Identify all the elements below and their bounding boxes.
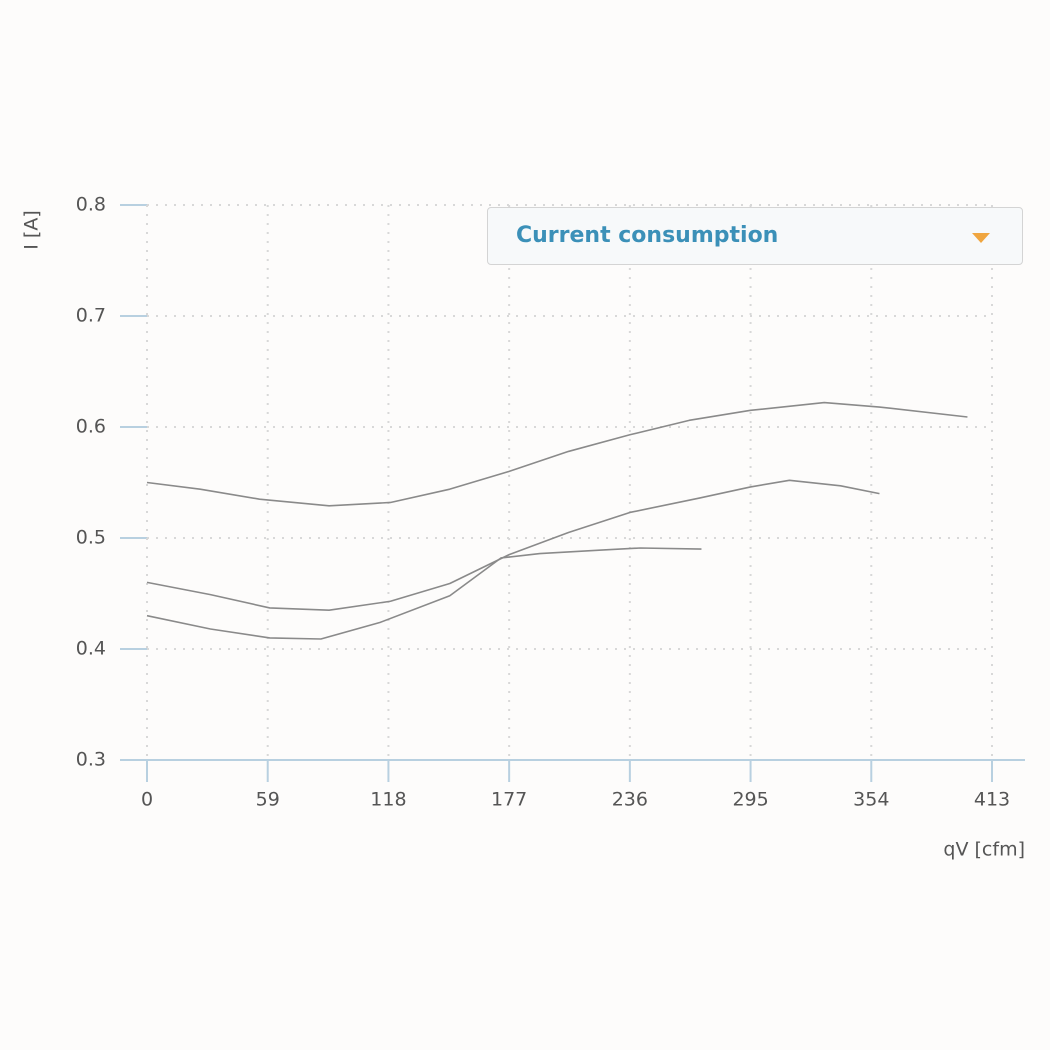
y-axis-label: I [A]	[21, 210, 43, 249]
y-tick-label: 0.6	[76, 416, 106, 438]
x-tick-label: 59	[256, 789, 280, 811]
x-tick-label: 236	[612, 789, 648, 811]
x-tick-label: 354	[853, 789, 889, 811]
series-line	[146, 547, 702, 640]
x-tick-label: 0	[141, 789, 153, 811]
x-tick-label: 177	[491, 789, 527, 811]
y-tick-label: 0.3	[76, 749, 106, 771]
x-tick-label: 413	[974, 789, 1010, 811]
y-tick-label: 0.4	[76, 638, 106, 660]
y-tick-label: 0.7	[76, 305, 106, 327]
x-axis-label: qV [cfm]	[943, 839, 1025, 861]
dropdown-arrow	[972, 233, 990, 243]
dropdown-label: Current consumption	[516, 223, 779, 248]
x-tick-label: 118	[370, 789, 406, 811]
y-tick-label: 0.8	[76, 194, 106, 216]
x-tick-label: 295	[732, 789, 768, 811]
series-line	[146, 479, 880, 611]
y-tick-label: 0.5	[76, 527, 106, 549]
series-dropdown[interactable]: Current consumption	[487, 207, 1023, 265]
series-line	[146, 401, 968, 507]
